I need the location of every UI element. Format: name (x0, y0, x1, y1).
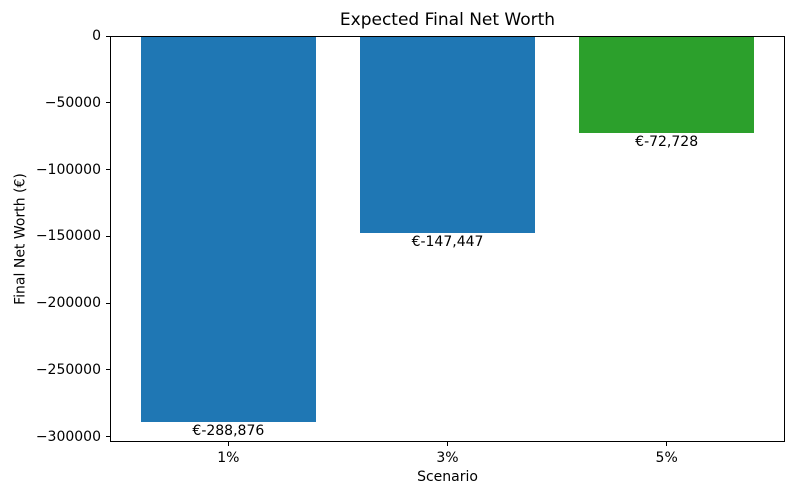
y-tick-mark (106, 235, 110, 237)
y-tick-label: −100000 (35, 161, 101, 178)
y-tick-label: 0 (92, 28, 101, 44)
x-tick-mark (227, 442, 229, 446)
bar-value-label: €-288,876 (192, 422, 265, 439)
y-tick-label: −300000 (35, 428, 101, 445)
y-tick-mark (106, 302, 110, 304)
y-tick-label: −200000 (35, 295, 101, 312)
y-tick-mark (106, 436, 110, 438)
chart-title: Expected Final Net Worth (339, 10, 556, 30)
y-tick-label: −50000 (44, 94, 101, 111)
y-tick-mark (106, 102, 110, 104)
x-tick-label-3%: 3% (436, 450, 459, 466)
y-tick-label: −250000 (35, 361, 101, 378)
y-tick-mark (106, 35, 110, 37)
y-tick-mark (106, 169, 110, 171)
bar-value-label: €-147,447 (411, 233, 484, 250)
bar-3% (359, 36, 536, 233)
x-tick-mark (447, 442, 448, 446)
plot-area: €-288,876 €-147,447 €-72,728 (110, 36, 785, 442)
x-tick-mark (666, 442, 668, 446)
bar-5% (578, 36, 755, 134)
y-tick-label: −150000 (35, 228, 101, 245)
x-axis-label: Scenario (417, 469, 478, 485)
x-tick-label-5%: 5% (655, 450, 678, 466)
bar-1% (140, 36, 316, 422)
x-tick-label-1%: 1% (217, 450, 240, 466)
bar-value-label: €-72,728 (635, 134, 699, 151)
y-tick-mark (106, 369, 110, 371)
